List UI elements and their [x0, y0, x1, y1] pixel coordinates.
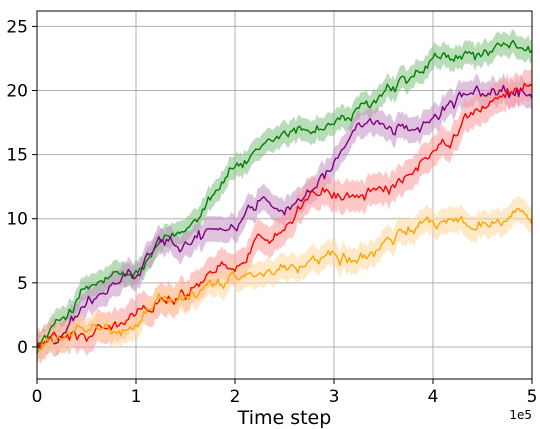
y-tick-label: 25	[6, 17, 28, 37]
series-line	[36, 39, 533, 354]
x-tick-label: 5	[527, 387, 538, 407]
x-tick-label: 0	[32, 387, 43, 407]
x-tick-label: 1	[131, 387, 142, 407]
x-axis-offset-label: 1e5	[509, 408, 532, 422]
x-tick-label: 2	[230, 387, 241, 407]
y-tick-label: 15	[6, 146, 28, 166]
y-tick-labels: 0 5 10 15 20 25	[6, 17, 28, 358]
plot-frame	[36, 10, 533, 380]
confidence-band	[37, 28, 532, 366]
series-lines	[36, 39, 533, 354]
x-tick-label: 3	[329, 387, 340, 407]
series-line	[36, 84, 533, 350]
y-tick-label: 5	[17, 274, 28, 294]
series-line	[36, 82, 533, 350]
confidence-band	[37, 195, 532, 365]
y-tick-label: 10	[6, 210, 28, 230]
series-line	[36, 207, 533, 352]
x-axis-label: Time step	[237, 407, 332, 429]
y-tick-label: 20	[6, 81, 28, 101]
x-tick-labels: 0 1 2 3 4 5	[32, 387, 538, 407]
y-tick-label: 0	[17, 338, 28, 358]
x-tick-label: 4	[428, 387, 439, 407]
axis-ticks	[32, 25, 533, 384]
confidence-bands	[37, 28, 532, 366]
